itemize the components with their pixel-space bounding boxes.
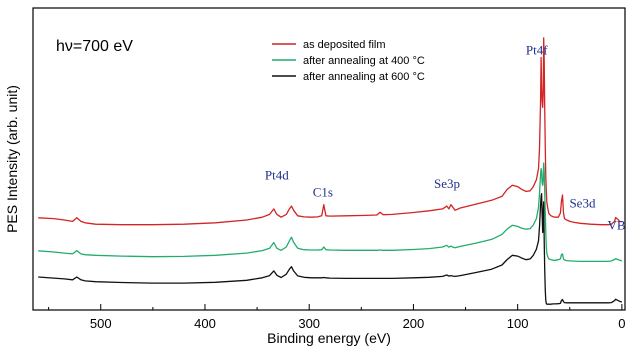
x-tick-label: 0 <box>618 316 625 331</box>
peak-labels: Pt4d C1s Se3p Pt4f Se3d VB <box>265 43 626 233</box>
y-axis-title: PES Intensity (arb. unit) <box>4 85 20 233</box>
legend: as deposited film after annealing at 400 … <box>272 39 425 83</box>
series-line-2 <box>38 162 623 263</box>
legend-entry: after annealing at 600 °C <box>303 71 425 83</box>
peak-label: Se3d <box>569 195 596 210</box>
x-tick-label: 100 <box>507 316 529 331</box>
peak-label: C1s <box>313 184 333 199</box>
x-tick-label: 200 <box>403 316 425 331</box>
plot-frame <box>32 7 626 311</box>
peak-label: Pt4f <box>526 43 548 58</box>
x-tick-label: 500 <box>90 316 112 331</box>
x-tick-label: 400 <box>194 316 216 331</box>
x-axis-ticks: 500 400 300 200 100 0 <box>48 304 625 331</box>
series-layer <box>38 37 623 305</box>
series-line-1 <box>38 37 623 226</box>
peak-label: VB <box>608 218 626 233</box>
x-axis-title: Binding energy (eV) <box>267 330 391 346</box>
legend-entry: as deposited film <box>303 39 386 51</box>
photon-energy-annotation: hν=700 eV <box>56 38 133 55</box>
peak-label: Se3p <box>434 176 460 191</box>
series-line-3 <box>38 192 623 305</box>
x-tick-label: 300 <box>298 316 320 331</box>
legend-entry: after annealing at 400 °C <box>303 55 425 67</box>
peak-label: Pt4d <box>265 168 289 183</box>
